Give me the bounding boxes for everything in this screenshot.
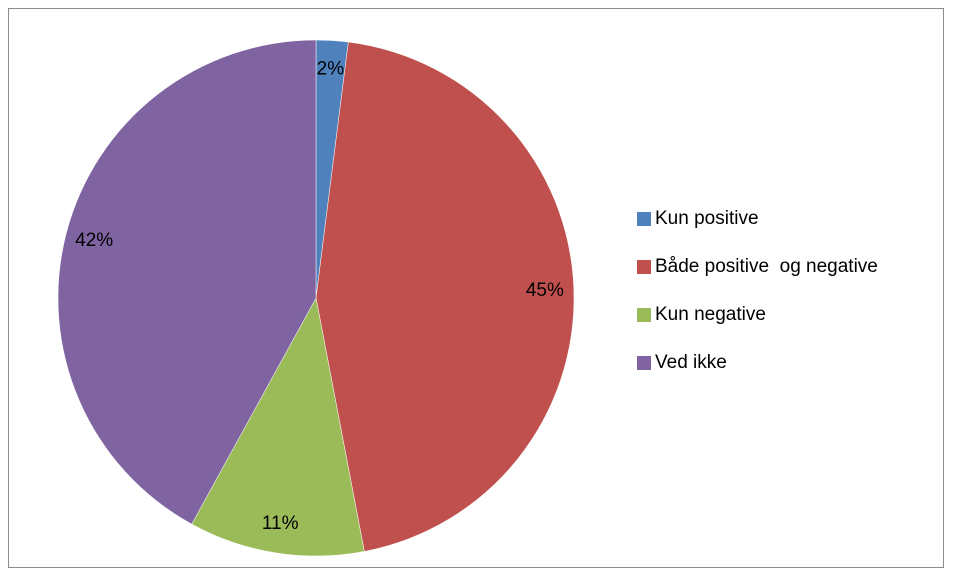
pie-slice-ved-ikke <box>57 39 317 525</box>
legend-swatch <box>637 308 651 322</box>
data-label-bade-positive-og-negative: 45% <box>526 280 564 301</box>
legend: Kun positive Både positive og negative K… <box>637 207 878 399</box>
pie-slices <box>57 39 575 557</box>
data-label-kun-negative: 11% <box>262 513 299 534</box>
legend-item-ved-ikke: Ved ikke <box>637 351 878 375</box>
legend-label: Kun positive <box>655 208 759 229</box>
data-label-ved-ikke: 42% <box>75 230 113 251</box>
legend-label: Kun negative <box>655 304 766 325</box>
legend-item-bade-positive-og-negative: Både positive og negative <box>637 255 878 279</box>
legend-label: Både positive og negative <box>655 256 878 277</box>
legend-label: Ved ikke <box>655 352 727 373</box>
pie-data-labels: 2% 45% 11% 42% <box>75 58 564 534</box>
pie-slice-bade-positive-og-negative <box>315 41 575 552</box>
data-label-kun-positive: 2% <box>317 58 345 79</box>
legend-item-kun-positive: Kun positive <box>637 207 878 231</box>
legend-swatch <box>637 356 651 370</box>
legend-item-kun-negative: Kun negative <box>637 303 878 327</box>
legend-swatch <box>637 260 651 274</box>
pie-slice-kun-negative <box>191 297 365 557</box>
legend-swatch <box>637 212 651 226</box>
